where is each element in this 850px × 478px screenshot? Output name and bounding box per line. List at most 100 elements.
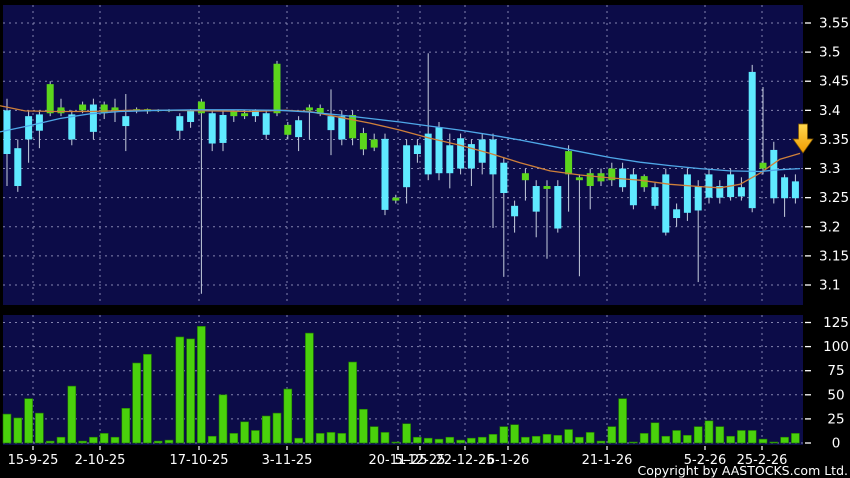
volume-bar	[629, 441, 638, 444]
volume-bar	[218, 394, 228, 444]
candle-body-down	[251, 110, 259, 117]
volume-tick-label: 0	[832, 436, 841, 452]
candle-body-down	[176, 116, 184, 131]
volume-bar	[585, 432, 595, 444]
date-tick-label: 20-11-25	[368, 453, 427, 468]
volume-tick-label: 50	[827, 387, 844, 403]
volume-bar	[758, 438, 768, 444]
candle-body-up	[284, 124, 292, 135]
volume-bar	[251, 430, 260, 444]
volume-bar	[2, 413, 12, 444]
volume-bar	[305, 332, 314, 444]
price-tick-label: 3.15	[819, 248, 849, 264]
candle-body-up	[316, 108, 324, 114]
candle-body-down	[500, 162, 508, 194]
volume-bar	[747, 430, 757, 444]
volume-bar	[315, 433, 325, 444]
volume-bar	[369, 426, 379, 444]
date-tick-label: 3-11-25	[262, 453, 313, 468]
price-tick-label: 3.5	[819, 45, 840, 61]
volume-bar	[207, 435, 217, 444]
volume-tick-label: 125	[823, 315, 849, 331]
candle-body-down	[208, 113, 216, 144]
volume-bar	[467, 437, 476, 444]
date-tick-label: 5-12-25	[395, 453, 446, 468]
volume-bar	[229, 433, 239, 444]
candle-body-up	[370, 139, 378, 148]
price-tick-label: 3.2	[819, 219, 840, 235]
date-tick-label: 6-1-26	[487, 453, 529, 468]
price-panel	[3, 5, 803, 305]
down-arrow-icon	[792, 123, 814, 154]
volume-bar	[283, 388, 293, 444]
copyright-text: Copyright by AASTOCKS.com Ltd.	[637, 463, 849, 478]
volume-bar	[67, 385, 77, 444]
candle-body-down	[381, 138, 389, 210]
candle-body-down	[737, 187, 745, 197]
volume-bar	[272, 412, 282, 444]
candle-body-up	[349, 114, 357, 139]
candle-body-up	[543, 186, 551, 189]
candle-body-down	[25, 116, 33, 140]
candle-body-down	[662, 174, 670, 233]
candle-body-down	[187, 110, 195, 122]
candle-body-down	[327, 116, 335, 131]
candle-body-up	[586, 173, 594, 187]
volume-bar	[153, 440, 163, 444]
candle-body-up	[57, 107, 65, 114]
candle-body-down	[68, 114, 76, 140]
candle-body-up	[392, 197, 400, 201]
volume-tick-label: 25	[827, 411, 844, 427]
volume-bar	[510, 424, 519, 444]
volume-bar	[423, 437, 433, 444]
volume-bar	[542, 434, 552, 444]
volume-bar	[769, 441, 779, 444]
volume-bar	[726, 435, 735, 444]
price-tick-label: 3.55	[819, 16, 849, 32]
volume-bar	[488, 434, 498, 444]
volume-bar	[186, 338, 195, 444]
volume-bar	[348, 361, 357, 444]
candle-body-down	[673, 209, 681, 219]
candle-body-up	[79, 104, 87, 111]
candle-body-down	[651, 187, 659, 206]
candle-body-up	[575, 177, 583, 181]
price-tick-label: 3.3	[819, 161, 840, 177]
volume-bar	[45, 440, 55, 444]
volume-bar	[791, 433, 800, 444]
candle-body-down	[262, 113, 270, 135]
candle-body-up	[241, 113, 249, 117]
volume-bar	[693, 426, 703, 444]
price-tick-label: 3.25	[819, 190, 849, 206]
candle-body-up	[197, 101, 205, 114]
price-tick-label: 3.1	[819, 278, 840, 294]
candle-body-down	[413, 145, 421, 154]
candle-body-up	[111, 107, 119, 111]
volume-bar	[13, 417, 23, 444]
date-tick-label: 17-10-25	[169, 453, 228, 468]
volume-bar	[197, 326, 206, 444]
candle-body-up	[565, 151, 573, 175]
volume-bar	[121, 407, 131, 444]
candle-body-down	[403, 145, 411, 188]
candle-body-up	[359, 133, 367, 150]
volume-bar	[575, 436, 584, 444]
candle-body-down	[446, 145, 454, 174]
candle-body-down	[89, 104, 97, 132]
volume-bar	[456, 439, 465, 444]
candle-body-down	[554, 186, 562, 229]
volume-bar	[715, 426, 725, 444]
date-tick-label: 25-2-26	[737, 453, 788, 468]
candle-body-up	[230, 111, 238, 117]
volume-bar	[99, 433, 109, 444]
volume-bar	[639, 433, 649, 444]
volume-bar	[596, 440, 606, 444]
volume-bar	[618, 398, 627, 444]
candle-body-up	[521, 173, 529, 181]
volume-bar	[477, 436, 487, 444]
volume-bar	[380, 432, 390, 444]
candle-body-down	[35, 114, 43, 131]
volume-bar	[661, 435, 671, 444]
candle-body-down	[619, 168, 627, 188]
candle-body-down	[3, 110, 11, 154]
